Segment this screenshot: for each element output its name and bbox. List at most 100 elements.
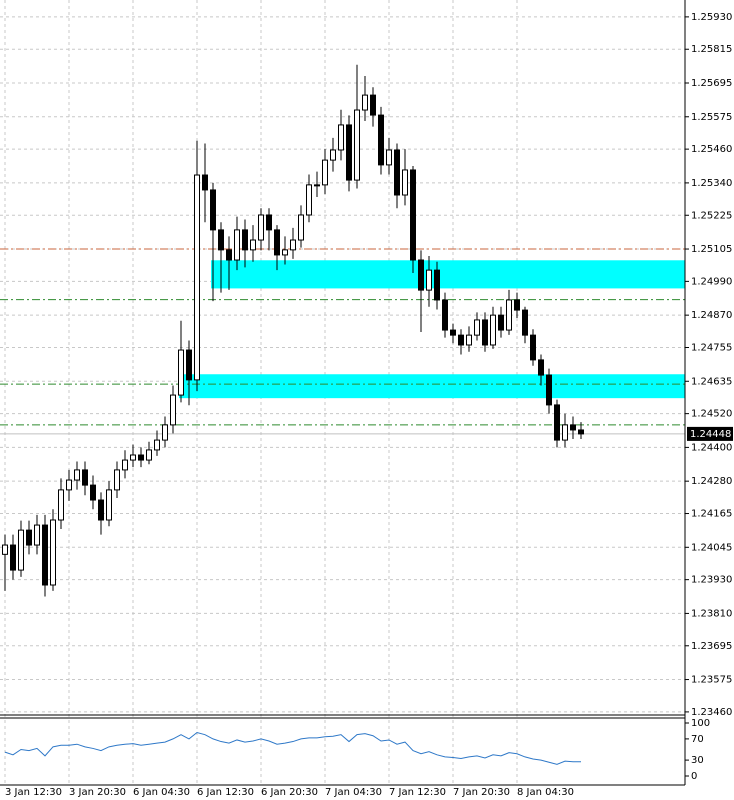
candle-body [370, 94, 376, 116]
candle-body [162, 424, 168, 441]
candle-body [322, 159, 328, 186]
y-tick-label: 100 [691, 718, 710, 729]
candle-body [354, 109, 360, 181]
candle-body [194, 174, 200, 381]
y-tick-label: 1.24635 [691, 376, 732, 387]
y-tick-label: 1.24755 [691, 343, 732, 354]
candle-body [490, 314, 496, 346]
candle-body [570, 424, 576, 431]
candle-body [514, 299, 520, 311]
x-tick-label: 7 Jan 20:30 [453, 787, 510, 798]
y-tick-label: 1.23695 [691, 641, 732, 652]
last-price-box [687, 426, 733, 441]
candle-body [2, 544, 8, 555]
x-tick-label: 6 Jan 04:30 [133, 787, 190, 798]
candle-body [458, 334, 464, 346]
candle-body [178, 349, 184, 396]
candle-body [186, 349, 192, 381]
candle-body [466, 334, 472, 346]
candle-body [250, 239, 256, 251]
y-tick-label: 1.23575 [691, 675, 732, 686]
candle-body [26, 529, 32, 546]
candle-body [42, 524, 48, 586]
y-tick-label: 1.25105 [691, 244, 732, 255]
x-tick-label: 3 Jan 12:30 [5, 787, 62, 798]
candle-body [506, 299, 512, 331]
candle-body [498, 314, 504, 331]
candle-body [378, 114, 384, 166]
y-tick-label: 1.25575 [691, 112, 732, 123]
y-tick-label: 1.25460 [691, 144, 732, 155]
candle-body [362, 94, 368, 111]
candle-body [538, 359, 544, 376]
candle-body [386, 149, 392, 166]
candle-body [10, 544, 16, 571]
y-tick-label: 1.24280 [691, 476, 732, 487]
candle-body [226, 249, 232, 261]
y-tick-label: 1.24165 [691, 509, 732, 520]
candle-body [170, 394, 176, 426]
candle-body [138, 454, 144, 461]
candle-body [82, 469, 88, 486]
candle-body [18, 529, 24, 571]
zone [211, 260, 685, 289]
y-tick-label: 1.24400 [691, 442, 732, 453]
candle-body [306, 184, 312, 216]
y-tick-label: 1.25930 [691, 12, 732, 23]
candle-body [402, 169, 408, 196]
candle-body [418, 259, 424, 291]
y-tick-label: 1.25340 [691, 178, 732, 189]
candle-body [266, 214, 272, 231]
candle-body [234, 229, 240, 261]
candle-body [410, 169, 416, 261]
candle-body [210, 189, 216, 231]
x-tick-label: 3 Jan 20:30 [69, 787, 126, 798]
y-tick-label: 30 [691, 755, 704, 766]
candle-body [314, 184, 320, 187]
candle-body [154, 439, 160, 451]
candle-body [74, 469, 80, 481]
candle-body [258, 214, 264, 241]
candle-body [50, 519, 56, 586]
candle-body [106, 489, 112, 521]
y-tick-label: 1.24870 [691, 310, 732, 321]
candle-body [282, 249, 288, 256]
candle-body [338, 124, 344, 151]
candle-body [450, 329, 456, 336]
candle-body [562, 424, 568, 441]
candle-body [394, 149, 400, 196]
candle-body [122, 459, 128, 471]
candle-body [522, 309, 528, 336]
candle-body [530, 334, 536, 361]
indicator-line [4, 731, 581, 765]
candle-body [130, 454, 136, 461]
candle-body [274, 229, 280, 256]
x-tick-label: 6 Jan 20:30 [261, 787, 318, 798]
x-tick-label: 6 Jan 12:30 [197, 787, 254, 798]
y-tick-label: 1.23810 [691, 608, 732, 619]
candle-body [242, 229, 248, 251]
candle-body [346, 124, 352, 181]
y-tick-label: 1.23930 [691, 575, 732, 586]
candle-body [66, 479, 72, 491]
candle-body [434, 269, 440, 301]
candle-body [90, 484, 96, 501]
y-tick-label: 1.24990 [691, 276, 732, 287]
candle-body [554, 404, 560, 441]
x-tick-label: 7 Jan 12:30 [389, 787, 446, 798]
y-tick-label: 1.24520 [691, 409, 732, 420]
candle-body [482, 319, 488, 346]
candle-body [146, 449, 152, 461]
candle-body [98, 499, 104, 521]
x-tick-label: 8 Jan 04:30 [517, 787, 574, 798]
y-tick-label: 1.24045 [691, 542, 732, 553]
candle-body [218, 229, 224, 251]
last-price-label: 1.24448 [690, 429, 731, 440]
candle-body [58, 489, 64, 521]
candle-body [474, 319, 480, 336]
zone [179, 374, 685, 399]
y-tick-label: 0 [691, 771, 697, 782]
y-tick-label: 1.23460 [691, 707, 732, 718]
x-tick-label: 7 Jan 04:30 [325, 787, 382, 798]
